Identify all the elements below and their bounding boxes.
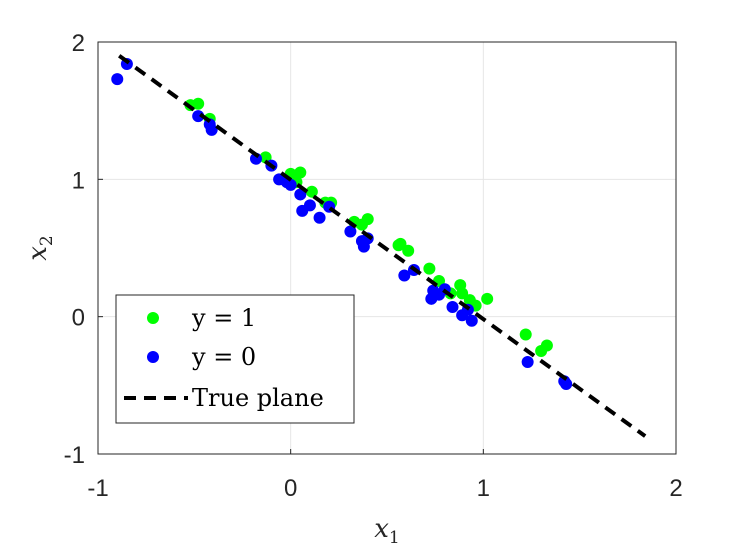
y-tick-label-0: -1 bbox=[64, 442, 85, 469]
legend-marker-y1 bbox=[147, 312, 159, 324]
legend-label-y0: y = 0 bbox=[191, 343, 256, 371]
point-series-1-19 bbox=[398, 269, 411, 282]
x-tick-label-3: 2 bbox=[669, 475, 682, 502]
point-series-0-20 bbox=[456, 287, 469, 300]
series-1 bbox=[111, 57, 573, 390]
point-series-1-29 bbox=[521, 355, 534, 368]
legend: y = 1 y = 0 True plane bbox=[115, 294, 355, 424]
y-tick-label-3: 2 bbox=[72, 30, 85, 57]
point-series-0-5 bbox=[294, 166, 307, 179]
point-series-0-12 bbox=[361, 213, 374, 226]
point-series-1-4 bbox=[205, 123, 218, 136]
point-series-0-16 bbox=[423, 262, 436, 275]
point-series-0-26 bbox=[540, 339, 553, 352]
legend-label-true-plane: True plane bbox=[192, 384, 324, 412]
y-tick-label-2: 1 bbox=[72, 167, 85, 194]
point-series-1-28 bbox=[465, 314, 478, 327]
point-series-0-7 bbox=[305, 185, 318, 198]
x-axis-label: x1 bbox=[374, 514, 400, 548]
point-series-1-31 bbox=[560, 377, 573, 390]
legend-marker-y0 bbox=[147, 351, 159, 363]
legend-label-y1: y = 1 bbox=[191, 304, 256, 332]
point-series-0-15 bbox=[402, 244, 415, 257]
true-plane-line bbox=[118, 54, 647, 438]
plot-frame bbox=[97, 41, 677, 455]
point-series-0-1 bbox=[192, 97, 205, 110]
point-series-1-15 bbox=[344, 225, 357, 238]
point-series-0-23 bbox=[481, 292, 494, 305]
x-tick-label-1: 0 bbox=[284, 475, 297, 502]
point-series-1-10 bbox=[294, 188, 307, 201]
data-marks bbox=[111, 54, 647, 438]
point-series-1-9 bbox=[284, 178, 297, 191]
point-series-1-13 bbox=[313, 211, 326, 224]
point-series-1-12 bbox=[303, 199, 316, 212]
x-tick-label-0: -1 bbox=[87, 475, 108, 502]
point-series-1-0 bbox=[111, 73, 124, 86]
y-tick-label-1: 0 bbox=[72, 305, 85, 332]
x-tick-label-2: 1 bbox=[477, 475, 490, 502]
point-series-1-25 bbox=[446, 301, 459, 314]
point-series-0-14 bbox=[394, 237, 407, 250]
y-axis-label: x2 bbox=[23, 235, 57, 261]
point-series-0-24 bbox=[519, 328, 532, 341]
